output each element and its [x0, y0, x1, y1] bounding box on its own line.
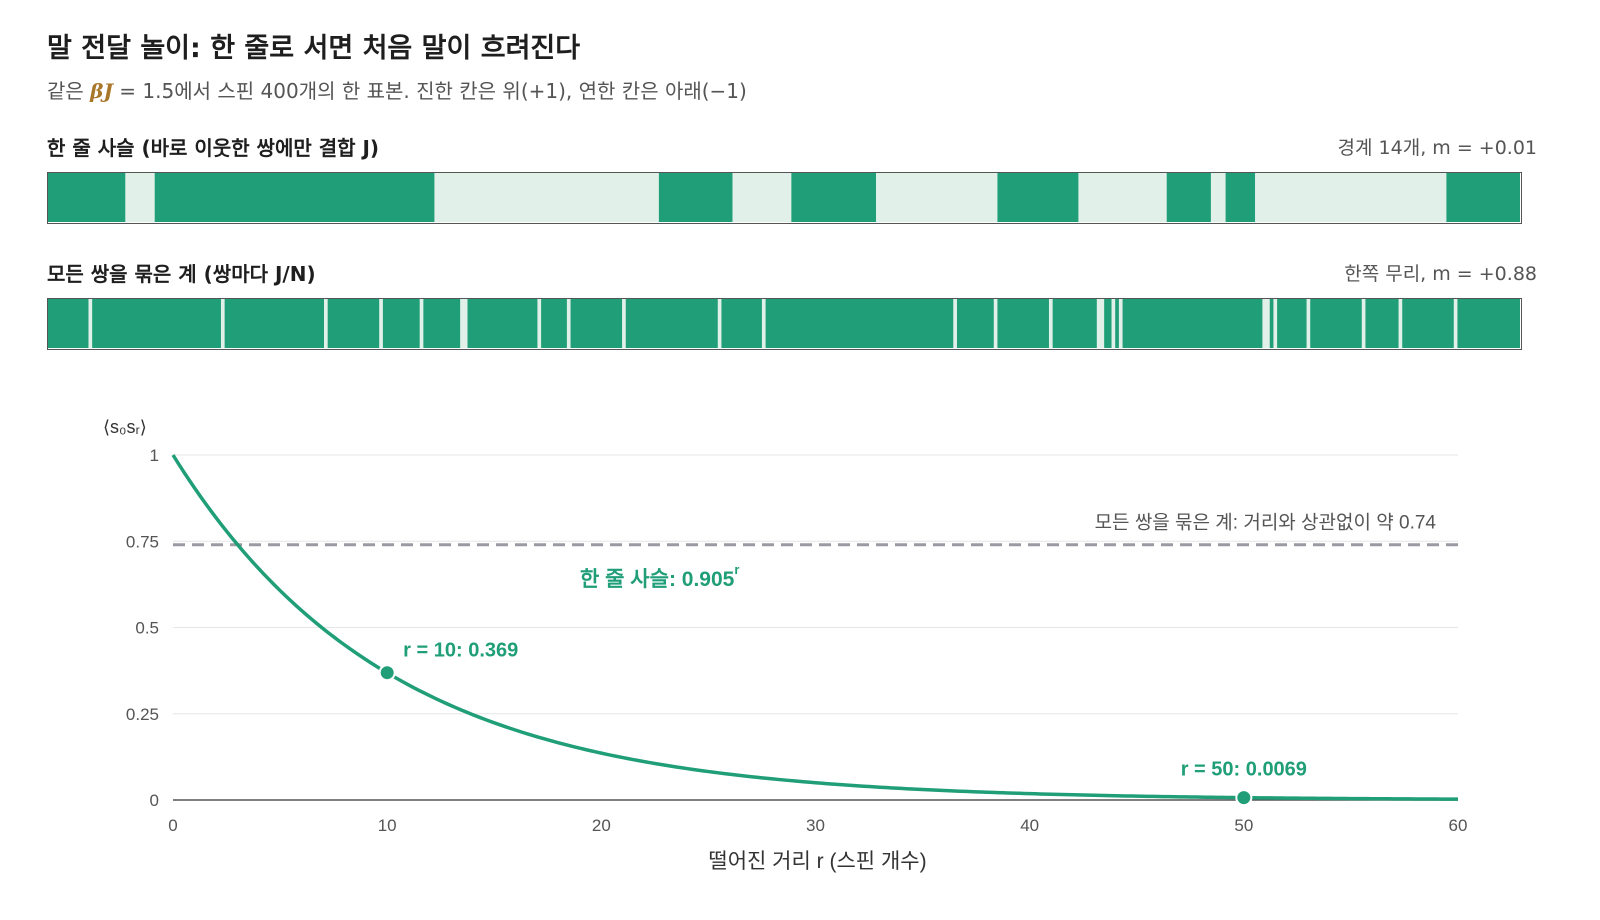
highlight-point	[1235, 789, 1253, 807]
beta-j-symbol: βJ	[90, 79, 113, 103]
spin-down-block	[220, 299, 225, 348]
spin-down-block	[761, 299, 766, 348]
highlight-point	[378, 664, 396, 682]
y-tick-label: 0.75	[126, 532, 159, 551]
spin-down-block	[1210, 173, 1226, 222]
y-tick-label: 0.25	[126, 705, 159, 724]
chain-strip-stat: 경계 14개, m = +0.01	[1337, 137, 1537, 159]
x-tick-label: 20	[592, 816, 611, 835]
x-tick-label: 30	[806, 816, 825, 835]
spin-down-block	[993, 299, 998, 348]
spin-down-block	[1111, 299, 1116, 348]
spin-down-block	[1262, 299, 1270, 348]
spin-down-block	[1078, 173, 1167, 222]
spin-down-block	[1398, 299, 1403, 348]
spin-down-block	[1255, 173, 1447, 222]
spin-down-block	[732, 173, 792, 222]
spin-down-block	[622, 299, 626, 348]
spin-down-block	[1118, 299, 1123, 348]
spin-down-block	[379, 299, 383, 348]
mean-field-strip-stat: 한쪽 무리, m = +0.88	[1344, 263, 1537, 285]
subtitle-prefix: 같은	[47, 79, 91, 103]
spin-down-block	[1048, 299, 1053, 348]
y-tick-label: 1	[150, 446, 159, 465]
spin-down-block	[1361, 299, 1366, 348]
spin-down-block	[460, 299, 468, 348]
y-tick-label: 0	[150, 791, 159, 810]
y-tick-label: 0.5	[135, 619, 159, 638]
mean-field-strip-label: 모든 쌍을 묶은 계 (쌍마다 J/N)	[47, 262, 316, 286]
x-tick-label: 60	[1449, 816, 1468, 835]
x-tick-label: 40	[1020, 816, 1039, 835]
spin-down-block	[125, 173, 155, 222]
mean-field-line-label: 모든 쌍을 묶은 계: 거리와 상관없이 약 0.74	[1095, 512, 1437, 534]
spin-down-block	[876, 173, 998, 222]
spin-down-block	[434, 173, 659, 222]
x-tick-label: 50	[1234, 816, 1253, 835]
point-label: r = 50: 0.0069	[1181, 759, 1307, 781]
chain-strip-label: 한 줄 사슬 (바로 이웃한 쌍에만 결합 J)	[47, 136, 380, 160]
subtitle-suffix: = 1.5에서 스핀 400개의 한 표본. 진한 칸은 위(+1), 연한 칸…	[112, 79, 747, 103]
spin-down-block	[537, 299, 542, 348]
chain-curve-label-exponent: r	[734, 562, 739, 577]
spin-down-block	[1306, 299, 1311, 348]
spin-down-block	[88, 299, 93, 348]
mean-field-spin-strip	[47, 298, 1522, 350]
x-axis-label: 떨어진 거리 r (스핀 개수)	[708, 850, 926, 873]
spin-down-block	[324, 299, 328, 348]
x-tick-label: 0	[168, 816, 177, 835]
page-title: 말 전달 놀이: 한 줄로 서면 처음 말이 흐려진다	[47, 33, 581, 64]
spin-down-block	[419, 299, 424, 348]
spin-strip-svg	[48, 173, 1520, 222]
x-tick-label: 10	[378, 816, 397, 835]
y-axis-label: ⟨s₀sᵣ⟩	[103, 417, 147, 437]
chain-spin-strip	[47, 172, 1522, 224]
spin-down-block	[1453, 299, 1458, 348]
chain-curve-label: 한 줄 사슬: 0.905r	[580, 562, 739, 591]
point-label: r = 10: 0.369	[403, 640, 518, 662]
spin-down-block	[953, 299, 957, 348]
spin-down-block	[1273, 299, 1278, 348]
page-subtitle: 같은 βJ = 1.5에서 스핀 400개의 한 표본. 진한 칸은 위(+1)…	[47, 75, 747, 104]
spin-up-background	[48, 299, 1520, 348]
spin-down-block	[566, 299, 571, 348]
spin-down-block	[1096, 299, 1105, 348]
spin-down-block	[717, 299, 722, 348]
spin-strip-svg	[48, 299, 1520, 348]
